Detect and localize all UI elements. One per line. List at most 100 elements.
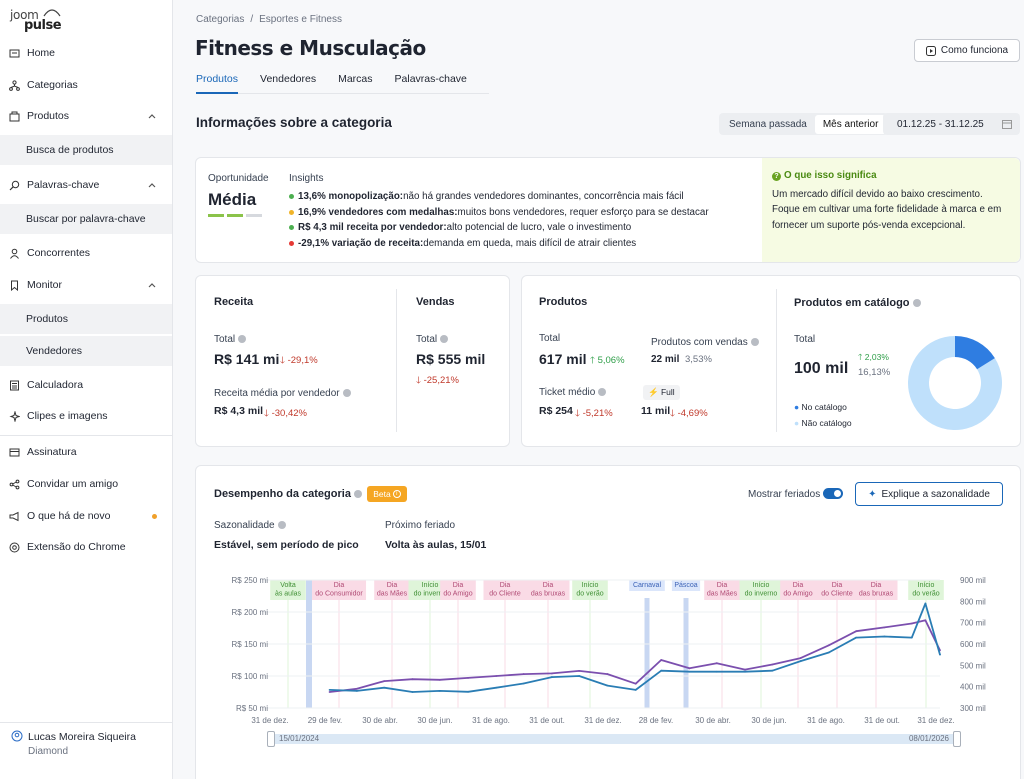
holiday-label: das bruxas (531, 591, 566, 598)
new-badge-dot (152, 514, 157, 519)
revenue-line (329, 619, 941, 693)
holiday-label-box (704, 580, 740, 600)
sparkle-icon (9, 410, 20, 422)
user-icon (11, 730, 23, 742)
products-total-label: Total (539, 333, 561, 344)
date-range-picker[interactable]: 01.12.25 - 31.12.25 (883, 113, 1020, 135)
sales-point (939, 653, 941, 656)
revenue-total-change: 🡓 -29,1% (280, 355, 318, 366)
holiday-label-box (780, 580, 816, 600)
slider-handle-start[interactable] (267, 731, 275, 747)
period-selector: Semana passada Mês anterior (719, 113, 889, 135)
section-title: Informações sobre a categoria (196, 115, 392, 130)
tab-vendedores[interactable]: Vendedores (260, 73, 317, 85)
revenue-point (578, 669, 581, 672)
sales-total-change: 🡓 -25,21% (416, 375, 459, 386)
revenue-point (467, 677, 469, 679)
y-right-tick-label: 600 mil (960, 640, 986, 649)
holiday-label: Dia (387, 582, 398, 589)
holiday-label-box (311, 580, 367, 600)
sidebar-item-busca-de-produtos[interactable]: Busca de produtos (0, 135, 172, 165)
sidebar-item-monitor-vendedores[interactable]: Vendedores (0, 336, 172, 366)
x-tick-label: 29 de fev. (308, 716, 343, 725)
sidebar-item-categorias[interactable]: Categorias (0, 71, 172, 99)
info-icon[interactable] (598, 388, 607, 396)
holiday-label: das bruxas (859, 591, 894, 598)
tab-marcas[interactable]: Marcas (338, 73, 373, 85)
sales-point (438, 690, 441, 692)
breadcrumb: Categorias / Esportes e Fitness (196, 14, 348, 25)
holiday-label-box (908, 580, 944, 600)
sales-point (924, 602, 927, 605)
period-last-month[interactable]: Mês anterior (814, 114, 887, 134)
revenue-point (634, 682, 637, 685)
sidebar-item-home[interactable]: Home (0, 39, 172, 67)
revenue-point (827, 644, 830, 647)
sales-title: Vendas (416, 296, 455, 308)
insight-dot (289, 194, 294, 200)
holiday-label: do Amigo (783, 591, 812, 598)
info-icon[interactable] (238, 335, 247, 343)
meaning-panel: ? O que isso significa Um mercado difícil… (762, 158, 1020, 262)
play-icon (925, 45, 936, 56)
revenue-avg-value: R$ 4,3 mil (214, 405, 264, 417)
info-icon[interactable] (342, 389, 351, 397)
info-icon[interactable] (912, 299, 921, 307)
sidebar-item-buscar-por-palavra-chave[interactable]: Buscar por palavra-chave (0, 204, 172, 234)
sidebar-item-calculadora[interactable]: Calculadora (0, 371, 172, 399)
holiday-label: das Mães (707, 591, 738, 598)
insight-row: 16,9% vendedores com medalhas: muitos bo… (289, 205, 709, 221)
sidebar-item-monitor-produtos[interactable]: Produtos (0, 304, 172, 334)
sidebar-item-clipes-e-imagens[interactable]: Clipes e imagens (0, 402, 172, 430)
explain-seasonality-button[interactable]: ✦ Explique a sazonalidade (855, 482, 1003, 506)
holiday-label: Início (582, 582, 599, 589)
chevron-up-icon[interactable] (147, 111, 157, 121)
tab-produtos[interactable]: Produtos (196, 66, 239, 94)
y-left-tick-label: R$ 250 mi (232, 576, 269, 585)
y-right-tick-label: 900 mil (960, 576, 986, 585)
revenue-point (799, 657, 802, 659)
holiday-label: Dia (717, 582, 728, 589)
sales-point (883, 635, 886, 638)
catalog-change: 🡑 2,03% (858, 352, 889, 362)
sidebar-item-monitor[interactable]: Monitor (0, 271, 172, 299)
info-icon[interactable] (277, 521, 286, 529)
full-badge: ⚡ Full (643, 385, 680, 400)
slider-end-label: 08/01/2026 (908, 734, 949, 743)
user-plan: Diamond (28, 746, 69, 757)
joom-pulse-logo[interactable]: joom pulse (10, 8, 62, 33)
breadcrumb-separator: / (250, 14, 254, 25)
info-icon[interactable] (750, 338, 759, 346)
holiday-label: do Consumidor (315, 591, 363, 598)
period-last-week[interactable]: Semana passada (729, 118, 807, 130)
calculator-icon (9, 380, 20, 391)
x-tick-label: 30 de jun. (751, 716, 786, 725)
ticket-label: Ticket médio (539, 387, 607, 398)
show-holidays-toggle[interactable] (823, 488, 843, 499)
card-icon (9, 447, 20, 458)
info-icon[interactable] (353, 490, 362, 498)
user-profile[interactable]: Lucas Moreira Siqueira Diamond (0, 722, 172, 779)
sidebar-item-produtos[interactable]: Produtos (0, 102, 172, 130)
holiday-label: do Cliente (821, 591, 853, 598)
sidebar-item-palavras-chave[interactable]: Palavras-chave (0, 171, 172, 199)
sidebar-item-convidar-um-amigo[interactable]: Convidar um amigo (0, 470, 172, 498)
sidebar-item-concorrentes[interactable]: Concorrentes (0, 239, 172, 267)
tab-palavras-chave[interactable]: Palavras-chave (394, 73, 467, 85)
sidebar-item-extensao-do-chrome[interactable]: Extensão do Chrome (0, 533, 172, 561)
holiday-label: do inverno (414, 591, 447, 598)
info-icon[interactable] (440, 335, 449, 343)
breadcrumb-esportes-e-fitness[interactable]: Esportes e Fitness (259, 14, 342, 25)
how-it-works-button[interactable]: Como funciona (914, 39, 1020, 62)
sales-total-value: R$ 555 mil (416, 351, 486, 367)
slider-handle-end[interactable] (953, 731, 961, 747)
holiday-label-box (526, 580, 570, 600)
breadcrumb-categorias[interactable]: Categorias (196, 14, 245, 25)
sidebar-item-o-que-ha-de-novo[interactable]: O que há de novo (0, 502, 172, 530)
chevron-up-icon[interactable] (147, 280, 157, 290)
sidebar-item-assinatura[interactable]: Assinatura (0, 438, 172, 466)
insight-dot (289, 240, 294, 246)
y-left-tick-label: R$ 100 mi (232, 672, 269, 681)
date-range-slider[interactable]: 15/01/2024 08/01/2026 (267, 731, 961, 747)
chevron-up-icon[interactable] (147, 180, 157, 190)
